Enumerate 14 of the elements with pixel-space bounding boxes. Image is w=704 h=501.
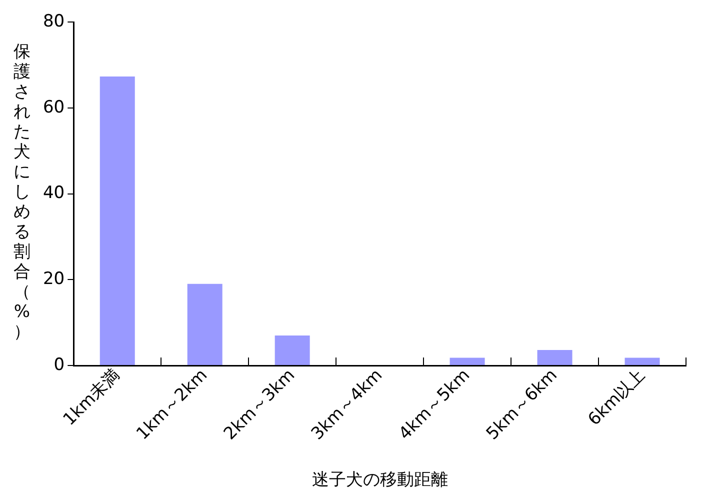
bar (187, 284, 222, 366)
y-tick-label: 40 (42, 183, 65, 204)
bar (450, 358, 485, 366)
y-tick-label: 20 (42, 269, 65, 290)
bar (537, 350, 572, 366)
x-tick-label: 6km以上 (584, 365, 649, 430)
y-tick-label: 60 (42, 97, 65, 118)
x-axis-title: 迷子犬の移動距離 (312, 470, 448, 490)
bar (624, 358, 660, 366)
bar (100, 76, 135, 366)
bar (274, 335, 310, 366)
y-tick-label: 0 (54, 354, 65, 375)
text: 保護された犬にしめる割合（%） (14, 42, 30, 342)
y-tick-label: 80 (42, 11, 65, 32)
